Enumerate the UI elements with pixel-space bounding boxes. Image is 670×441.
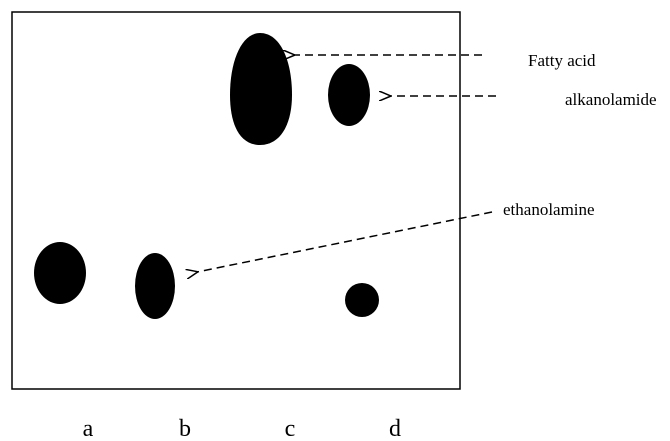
lane-label: c bbox=[285, 416, 296, 441]
spot-c bbox=[230, 33, 292, 145]
spot-d-upper bbox=[328, 64, 370, 126]
spot-a bbox=[34, 242, 86, 304]
lane-label: d bbox=[389, 416, 401, 441]
spot-b bbox=[135, 253, 175, 319]
label: ethanolamine bbox=[503, 200, 595, 219]
lane-label: b bbox=[179, 416, 191, 441]
tlc-diagram: Fatty acid alkanolamide ethanolamine a b… bbox=[0, 0, 670, 441]
lane-label: a bbox=[83, 416, 94, 441]
label: alkanolamide bbox=[565, 90, 657, 109]
label: Fatty acid bbox=[528, 51, 596, 70]
spot-d-lower bbox=[345, 283, 379, 317]
